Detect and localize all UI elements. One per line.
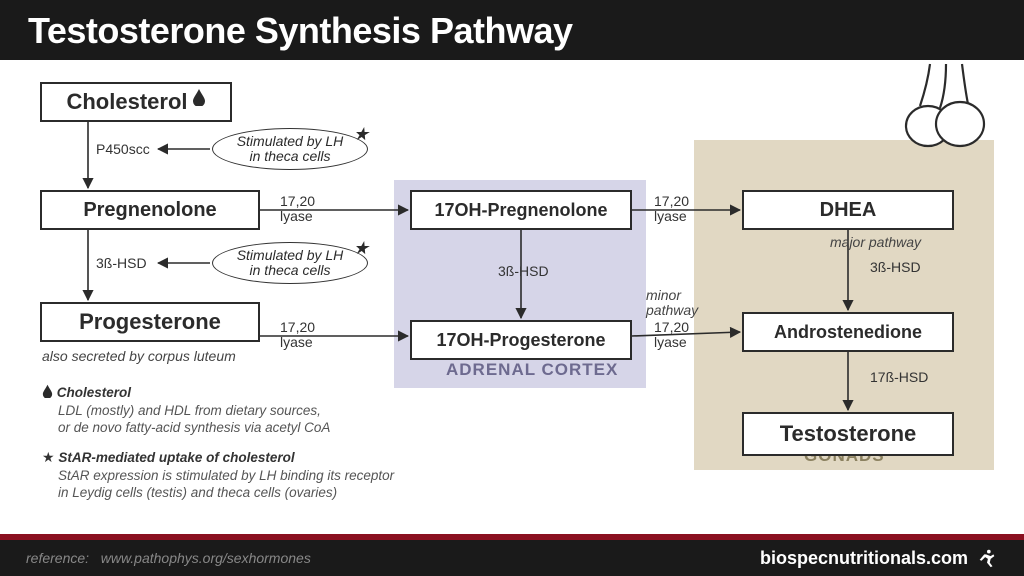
enzyme-p450scc: P450scc [96,142,150,157]
bubble-text: Stimulated by LH in theca cells [237,248,344,279]
enzyme-3bhsd-1: 3ß-HSD [96,256,147,271]
legend-head: Cholesterol [57,385,131,400]
enzyme-lyase-2: 17,20 lyase [280,320,315,349]
reference-label: reference: [26,550,89,566]
node-label: Progesterone [79,309,221,335]
enzyme-17bhsd: 17ß-HSD [870,370,928,385]
legend-body: StAR expression is stimulated by LH bind… [58,467,394,502]
legend-head: StAR-mediated uptake of cholesterol [58,450,294,465]
star-icon: ★ [353,125,369,145]
bubble-lh-2: Stimulated by LH in theca cells ★ [212,242,368,284]
star-icon: ★ [42,449,55,465]
node-label: Cholesterol [66,89,187,115]
note-minor-pathway: minor pathway [646,288,698,317]
node-label: Androstenedione [774,322,922,343]
bubble-lh-1: Stimulated by LH in theca cells ★ [212,128,368,170]
node-17oh-pregnenolone: 17OH-Pregnenolone [410,190,632,230]
footer-bar: reference: www.pathophys.org/sexhormones… [0,540,1024,576]
footer: reference: www.pathophys.org/sexhormones… [0,534,1024,576]
legend-star: ★ StAR-mediated uptake of cholesterol St… [42,448,394,502]
brand-text: biospecnutritionals.com [760,548,968,569]
page-title: Testosterone Synthesis Pathway [0,0,1024,60]
node-dhea: DHEA [742,190,954,230]
title-text: Testosterone Synthesis Pathway [28,10,573,51]
enzyme-3bhsd-3: 3ß-HSD [870,260,921,275]
enzyme-lyase-4: 17,20 lyase [654,320,689,349]
reference-url: www.pathophys.org/sexhormones [101,550,311,566]
node-pregnenolone: Pregnenolone [40,190,260,230]
brand-runner-icon [976,547,998,569]
node-label: DHEA [820,199,877,222]
node-label: 17OH-Progesterone [436,330,605,351]
drop-icon [42,384,53,398]
brand: biospecnutritionals.com [760,547,998,569]
bubble-text: Stimulated by LH in theca cells [237,134,344,165]
caption-corpus-luteum: also secreted by corpus luteum [42,348,236,364]
enzyme-3bhsd-2: 3ß-HSD [498,264,549,279]
star-icon: ★ [353,239,369,259]
node-label: Testosterone [780,421,917,447]
gonads-icon [890,60,1000,152]
note-major-pathway: major pathway [830,234,921,250]
enzyme-lyase-1: 17,20 lyase [280,194,315,223]
enzyme-lyase-3: 17,20 lyase [654,194,689,223]
legend-cholesterol: Cholesterol LDL (mostly) and HDL from di… [42,384,330,437]
node-label: Pregnenolone [83,199,216,222]
node-androstenedione: Androstenedione [742,312,954,352]
node-cholesterol: Cholesterol [40,82,232,122]
diagram-canvas: ADRENAL CORTEX GONADS Cholesterol Pregne… [0,60,1024,520]
drop-icon [192,88,206,106]
node-testosterone: Testosterone [742,412,954,456]
legend-body: LDL (mostly) and HDL from dietary source… [58,402,330,437]
node-progesterone: Progesterone [40,302,260,342]
reference: reference: www.pathophys.org/sexhormones [26,550,311,566]
node-label: 17OH-Pregnenolone [434,200,607,221]
node-17oh-progesterone: 17OH-Progesterone [410,320,632,360]
region-adrenal-label: ADRENAL CORTEX [446,360,618,380]
